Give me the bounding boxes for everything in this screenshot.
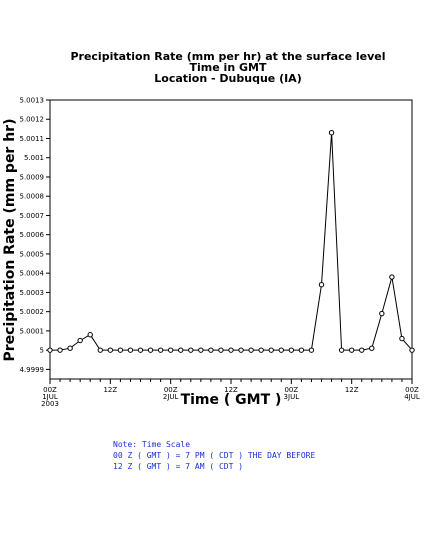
data-point: [298, 347, 305, 353]
y-tick-label: 5.0012: [20, 116, 45, 124]
data-point: [188, 347, 194, 353]
data-point: [348, 347, 355, 353]
data-point: [107, 347, 114, 353]
x-tick-label: 2JUL: [163, 393, 179, 401]
plot-frame: [49, 99, 413, 380]
chart-subtitle-time: Time in GMT: [190, 61, 267, 74]
data-point: [318, 282, 325, 288]
chart-subtitle-location: Location - Dubuque (IA): [154, 72, 301, 85]
data-point: [137, 347, 144, 353]
data-point: [57, 347, 63, 353]
x-tick-label: 00Z: [284, 386, 298, 394]
data-point: [218, 347, 224, 353]
note-line: Note: Time Scale: [113, 440, 190, 449]
y-tick-label: 5.0011: [20, 135, 45, 143]
y-tick-label: 4.9999: [20, 366, 45, 374]
data-series: [47, 130, 415, 353]
x-tick-label: 1JUL: [42, 393, 58, 401]
data-point: [248, 347, 254, 353]
y-tick-label: 5.0013: [20, 97, 45, 105]
x-tick-label: 00Z: [164, 386, 178, 394]
data-point: [379, 310, 385, 317]
y-tick-label: 5.0001: [20, 327, 45, 335]
data-point: [198, 347, 204, 353]
data-point: [369, 345, 375, 351]
x-tick-label: 2003: [41, 400, 59, 408]
x-tick-label: 00Z: [43, 386, 57, 394]
y-tick-label: 5.0004: [20, 270, 45, 278]
data-point: [47, 347, 53, 353]
data-point: [67, 345, 73, 351]
data-point: [308, 347, 315, 353]
data-point: [338, 347, 345, 353]
data-point: [97, 347, 103, 353]
y-tick-label: 5.0008: [20, 193, 45, 201]
y-tick-label: 5.0002: [20, 308, 45, 316]
x-tick-label: 12Z: [224, 386, 238, 394]
y-tick-label: 5.0009: [20, 173, 45, 181]
data-point: [157, 347, 164, 353]
x-tick-label: 00Z: [405, 386, 419, 394]
data-point: [228, 347, 234, 353]
x-tick-label: 3JUL: [284, 393, 300, 401]
data-point: [127, 347, 134, 353]
data-point: [77, 337, 83, 344]
note-line: 00 Z ( GMT ) = 7 PM ( CDT ) THE DAY BEFO…: [113, 451, 315, 460]
data-point: [87, 332, 93, 338]
data-point: [238, 347, 244, 353]
data-point: [178, 347, 184, 353]
data-point: [167, 347, 174, 353]
data-point: [288, 347, 295, 353]
data-point: [268, 347, 274, 353]
chart-title: Precipitation Rate (mm per hr) at the su…: [70, 50, 385, 63]
y-axis-label: Precipitation Rate (mm per hr): [2, 119, 18, 362]
data-point: [117, 347, 124, 353]
x-tick-label: 12Z: [345, 386, 359, 394]
data-point: [328, 130, 335, 136]
series-line: [50, 132, 413, 351]
data-point: [278, 347, 284, 353]
data-point: [208, 347, 214, 353]
y-axis: 5.0013 5.0012 5.0011 5.001 5.0009 5.0008 5.000…: [20, 97, 50, 374]
y-tick-label: 5.0007: [20, 212, 45, 220]
x-tick-label: 4JUL: [404, 393, 420, 401]
data-point: [147, 347, 154, 353]
y-tick-label: 5: [40, 347, 44, 355]
data-point: [399, 335, 405, 342]
x-axis-label: Time ( GMT ): [181, 392, 282, 408]
y-tick-label: 5.0005: [20, 250, 45, 258]
data-point: [389, 274, 395, 280]
y-tick-label: 5.0006: [20, 231, 45, 239]
y-tick-label: 5.0003: [20, 289, 45, 297]
x-tick-label: 12Z: [103, 386, 117, 394]
data-point: [359, 347, 365, 353]
data-point: [258, 347, 264, 353]
y-tick-label: 5.001: [24, 154, 44, 162]
data-point: [409, 347, 415, 353]
note-line: 12 Z ( GMT ) = 7 AM ( CDT ): [113, 462, 243, 471]
